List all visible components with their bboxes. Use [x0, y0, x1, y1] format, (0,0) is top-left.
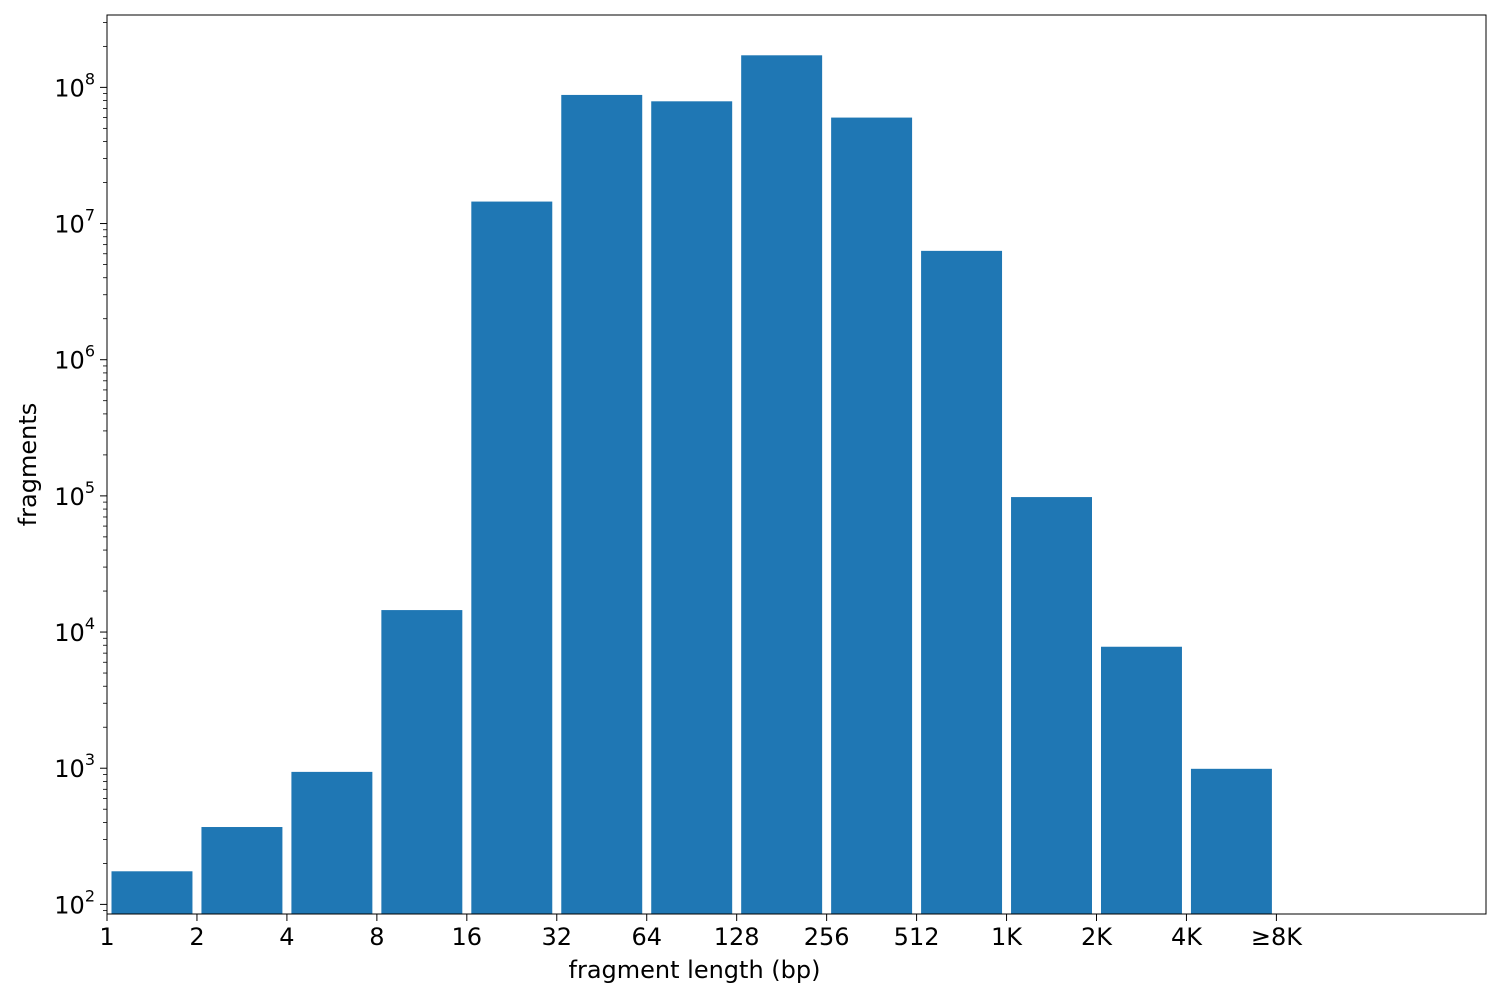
bar-2K-4K — [1100, 646, 1182, 914]
y-tick-label: 102 — [54, 886, 95, 919]
bar-256-512 — [831, 117, 913, 915]
bar-128-256 — [741, 55, 823, 915]
y-tick-label: 105 — [54, 478, 95, 511]
y-axis-label: fragments — [14, 403, 42, 527]
x-tick-label: 4 — [279, 923, 294, 951]
x-tick-label: 32 — [541, 923, 572, 951]
bar-64-128 — [651, 101, 733, 915]
x-tick-label: 64 — [631, 923, 662, 951]
y-tick-label: 107 — [54, 206, 95, 239]
bar-512-1K — [921, 250, 1003, 914]
bar-8-16 — [381, 610, 463, 914]
x-tick-label: ≥8K — [1251, 923, 1303, 951]
x-tick-label: 16 — [452, 923, 483, 951]
bar-1K-2K — [1011, 497, 1092, 914]
bar-2-4 — [201, 827, 283, 914]
y-minor-ticks — [103, 22, 107, 912]
plot-area-frame — [106, 14, 1487, 915]
bar-1-2 — [111, 871, 193, 914]
bar-16-32 — [471, 201, 553, 914]
y-tick-label: 104 — [54, 614, 95, 647]
x-tick-label: 2 — [189, 923, 204, 951]
y-tick-label: 106 — [54, 342, 95, 375]
bars-group — [111, 55, 1272, 915]
x-tick-label: 8 — [369, 923, 384, 951]
x-tick-label: 512 — [894, 923, 940, 951]
y-tick-label: 103 — [54, 750, 95, 783]
x-tick-label: 128 — [714, 923, 760, 951]
x-tick-label: 1 — [99, 923, 114, 951]
bar-4K-≥8K — [1190, 768, 1272, 914]
bar-32-64 — [561, 94, 643, 915]
x-tick-label: 4K — [1171, 923, 1203, 951]
y-axis-ticks: 102 103 104 105 106 107 108 — [54, 69, 107, 919]
x-axis-label: fragment length (bp) — [569, 956, 821, 984]
x-tick-label: 1K — [991, 923, 1023, 951]
bar-4-8 — [291, 771, 373, 914]
y-tick-label: 108 — [54, 69, 95, 102]
x-tick-label: 256 — [804, 923, 850, 951]
x-axis-ticks: 1 2 4 8 16 32 64 128 256 512 1K 2K 4K ≥8K — [99, 914, 1303, 951]
x-tick-label: 2K — [1081, 923, 1113, 951]
